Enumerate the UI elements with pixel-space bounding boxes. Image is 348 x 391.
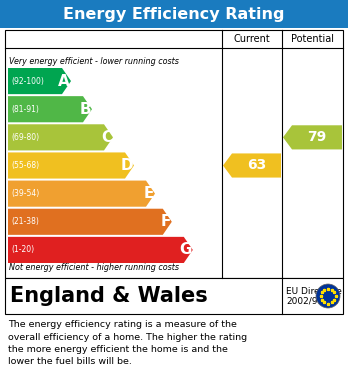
Polygon shape (8, 68, 71, 94)
Text: Potential: Potential (291, 34, 334, 44)
Text: Very energy efficient - lower running costs: Very energy efficient - lower running co… (9, 57, 179, 66)
Text: (81-91): (81-91) (11, 105, 39, 114)
Text: (21-38): (21-38) (11, 217, 39, 226)
Text: The energy efficiency rating is a measure of the
overall efficiency of a home. T: The energy efficiency rating is a measur… (8, 320, 247, 366)
Polygon shape (8, 96, 92, 122)
Polygon shape (8, 209, 172, 235)
Text: B: B (79, 102, 91, 117)
Bar (0, 0, 348, 28)
Text: E: E (144, 186, 154, 201)
Text: (92-100): (92-100) (11, 77, 44, 86)
Text: 63: 63 (247, 158, 266, 172)
Polygon shape (283, 125, 342, 149)
Text: Not energy efficient - higher running costs: Not energy efficient - higher running co… (9, 264, 179, 273)
Text: Current: Current (234, 34, 270, 44)
Text: EU Directive: EU Directive (286, 287, 342, 296)
Text: England & Wales: England & Wales (10, 286, 208, 306)
Text: 2002/91/EC: 2002/91/EC (286, 296, 338, 305)
Text: (69-80): (69-80) (11, 133, 39, 142)
Polygon shape (8, 237, 193, 263)
Circle shape (316, 284, 340, 308)
Polygon shape (8, 152, 134, 179)
Text: D: D (120, 158, 133, 173)
Text: A: A (58, 74, 70, 89)
Text: 79: 79 (307, 130, 327, 144)
Text: (55-68): (55-68) (11, 161, 39, 170)
Text: G: G (179, 242, 192, 257)
Text: (39-54): (39-54) (11, 189, 39, 198)
Bar (5, 30, 343, 278)
Bar (5, 278, 343, 314)
Text: C: C (101, 130, 112, 145)
Polygon shape (223, 153, 281, 178)
Text: F: F (160, 214, 171, 229)
Text: (1-20): (1-20) (11, 246, 34, 255)
Polygon shape (8, 181, 155, 207)
Text: Energy Efficiency Rating: Energy Efficiency Rating (63, 7, 285, 22)
Polygon shape (8, 124, 113, 151)
